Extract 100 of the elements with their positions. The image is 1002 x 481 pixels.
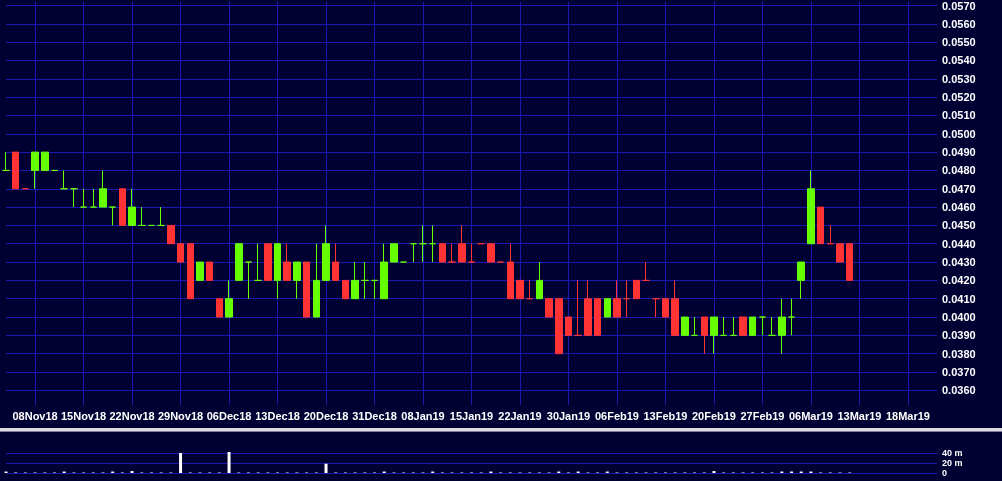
y-tick-label: 0.0520: [942, 91, 976, 104]
y-tick-label: 0.0380: [942, 347, 976, 360]
x-tick-label: 08Nov18: [12, 409, 58, 422]
y-tick-label: 0.0390: [942, 329, 976, 342]
x-tick-label: 08Jan19: [401, 409, 445, 422]
candlestick: [642, 261, 650, 281]
candlestick: [749, 316, 756, 336]
candlestick: [458, 224, 466, 263]
candlestick: [797, 261, 805, 300]
candlestick: [759, 316, 766, 336]
candlestick: [662, 298, 669, 318]
candlestick: [380, 243, 388, 300]
x-tick-label: 13Feb19: [643, 409, 688, 422]
candlestick: [109, 206, 116, 226]
candlestick: [216, 298, 223, 318]
y-tick-label: 0.0540: [942, 54, 976, 67]
candlestick: [187, 243, 194, 300]
y-tick-label: 0.0500: [942, 127, 976, 140]
candlestick: [157, 206, 165, 226]
candlestick: [99, 169, 107, 208]
candlestick: [313, 243, 320, 318]
candlestick: [31, 151, 39, 190]
y-tick-label: 0.0560: [942, 17, 976, 30]
candlestick: [390, 243, 398, 263]
candlestick: [574, 279, 582, 336]
bar: [324, 463, 328, 473]
y-tick-label: 0.0570: [942, 0, 976, 12]
candlestick: [128, 188, 136, 226]
x-tick-label: 22Nov18: [109, 409, 155, 422]
candlestick: [778, 298, 786, 355]
candlestick: [351, 261, 359, 300]
y-tick-label: 0.0410: [942, 292, 976, 305]
x-tick-label: 20Feb19: [691, 409, 736, 422]
candlestick: [739, 316, 747, 336]
candlestick: [196, 261, 204, 281]
y-tick-label: 0.0530: [942, 72, 976, 85]
candlestick: [536, 261, 543, 300]
x-tick-label: 30Jan19: [546, 409, 591, 422]
candlestick: [371, 279, 378, 300]
x-tick-label: 22Jan19: [498, 409, 542, 422]
y-tick-label: 0.0370: [942, 366, 976, 379]
x-tick-label: 06Dec18: [206, 409, 252, 422]
x-tick-label: 20Dec18: [303, 409, 349, 422]
candlestick: [41, 151, 49, 171]
bar: [227, 452, 231, 473]
y-tick-label: 40 m: [942, 448, 963, 459]
y-tick-label: 0: [942, 468, 948, 478]
y-tick-label: 0.0430: [942, 256, 976, 269]
x-tick-label: 15Jan19: [449, 409, 494, 422]
candlestick: [681, 316, 689, 336]
y-tick-label: 0.0550: [942, 36, 976, 49]
candlestick: [119, 188, 126, 226]
candlestick: [846, 243, 853, 281]
candlestick: [138, 206, 146, 226]
x-tick-label: 15Nov18: [60, 409, 107, 422]
y-tick-label: 0.0400: [942, 311, 976, 324]
candlestick: [429, 224, 436, 263]
candlestick: [80, 188, 87, 208]
candlestick: [2, 151, 10, 171]
candlestick: [293, 261, 301, 300]
candlestick: [332, 243, 339, 281]
candlestick: [245, 261, 252, 300]
candlestick: [720, 316, 727, 336]
candlestick: [439, 243, 446, 263]
candlestick: [836, 243, 844, 263]
x-tick-label: 31Dec18: [352, 409, 397, 422]
y-tick-label: 0.0440: [942, 237, 976, 250]
candlestick: [274, 243, 281, 300]
candlestick: [807, 169, 815, 245]
x-tick-label: 06Feb19: [594, 409, 639, 422]
x-tick-label: 18Mar19: [885, 409, 930, 422]
candlestick: [90, 188, 97, 208]
y-tick-label: 0.0420: [942, 274, 976, 287]
x-tick-label: 29Nov18: [157, 409, 204, 422]
candlestick: [167, 224, 175, 245]
candlestick: [584, 279, 592, 336]
candlestick: [206, 261, 213, 281]
candlestick: [730, 316, 737, 336]
candlestick: [264, 243, 272, 281]
candlestick: [555, 298, 563, 355]
candlestick: [594, 298, 601, 336]
candlestick: [613, 279, 621, 318]
candlestick: [342, 279, 349, 300]
candlestick: [225, 279, 233, 318]
candlestick: [788, 298, 795, 336]
candlestick: [652, 298, 660, 318]
y-tick-label: 0.0460: [942, 201, 976, 214]
candlestick: [633, 279, 640, 300]
candlestick: [710, 316, 718, 355]
candlestick: [526, 279, 533, 300]
y-tick-label: 0.0470: [942, 182, 976, 195]
candlestick: [361, 261, 369, 300]
candlestick: [604, 298, 611, 318]
y-tick-label: 20 m: [942, 458, 963, 469]
y-tick-label: 0.0450: [942, 219, 976, 232]
x-tick-label: 13Dec18: [255, 409, 300, 422]
candlestick: [254, 243, 262, 281]
y-tick-label: 0.0490: [942, 146, 976, 159]
y-tick-label: 0.0510: [942, 109, 976, 122]
candlestick: [177, 243, 184, 263]
